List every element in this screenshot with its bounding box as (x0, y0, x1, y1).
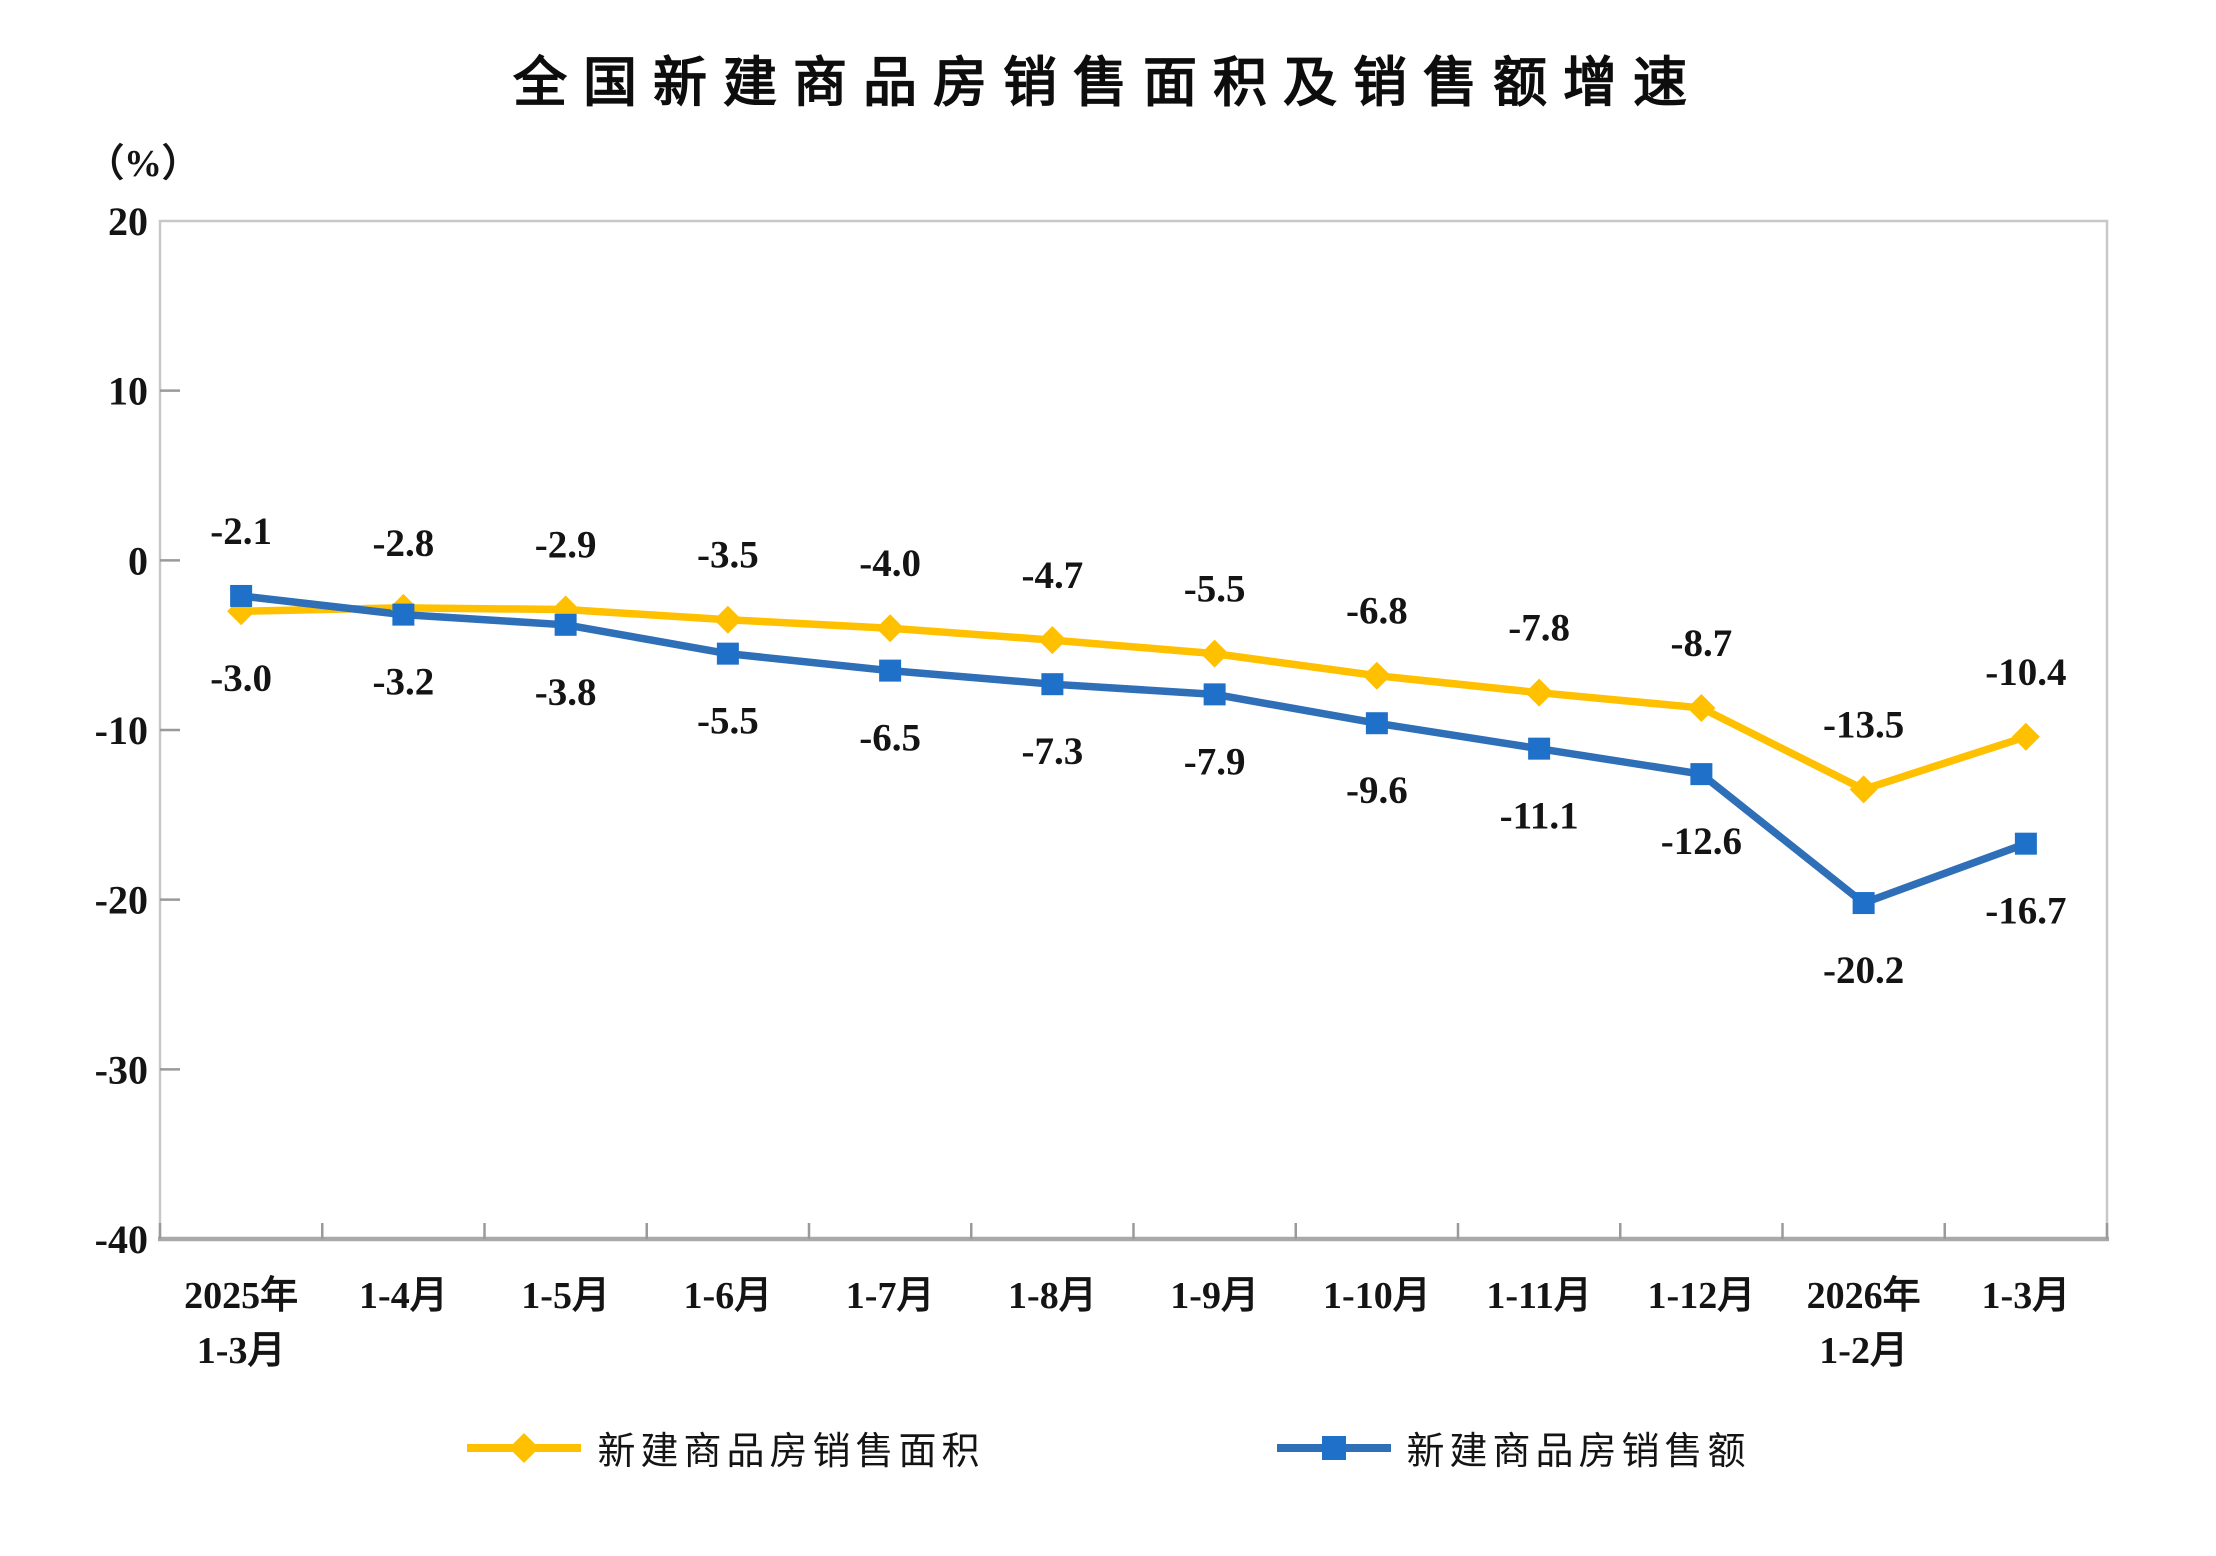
marker-square (554, 613, 577, 636)
data-label: -3.8 (535, 671, 597, 714)
data-label: -7.3 (1022, 730, 1084, 773)
marker-diamond (1038, 626, 1067, 655)
data-label: -10.4 (1985, 651, 2066, 694)
data-label: -2.1 (210, 510, 272, 553)
y-tick-label: -40 (95, 1217, 148, 1262)
data-label: -6.5 (859, 717, 921, 760)
data-label: -3.2 (373, 661, 435, 704)
marker-square (1041, 673, 1064, 696)
data-label: -16.7 (1985, 890, 2066, 933)
x-tick-label: 1-6月 (684, 1275, 773, 1317)
y-tick-label: -10 (95, 708, 148, 753)
data-label: -2.9 (535, 524, 597, 567)
legend-label-sales-area: 新建商品房销售面积 (597, 1431, 985, 1473)
x-tick-label: 1-7月 (846, 1275, 935, 1317)
marker-diamond (1525, 678, 1554, 707)
y-tick-label: 0 (128, 538, 148, 583)
marker-square (1528, 737, 1551, 760)
marker-square (1203, 683, 1226, 706)
marker-diamond (713, 605, 742, 634)
chart-title: 全国新建商品房销售面积及销售额增速 (513, 53, 1703, 113)
y-tick-label: -20 (95, 878, 148, 923)
marker-square (2014, 832, 2037, 855)
data-label: -3.5 (697, 534, 759, 577)
x-tick-label: 1-10月 (1323, 1275, 1431, 1317)
data-label: -3.0 (210, 657, 272, 700)
x-tick-label: 1-9月 (1170, 1275, 1259, 1317)
marker-square (1852, 892, 1875, 915)
legend-swatch-sales-area-diamond-icon (467, 1432, 582, 1463)
series-line-1 (237, 592, 2030, 907)
data-label: -11.1 (1500, 795, 1579, 838)
marker-square (230, 584, 253, 607)
data-label: -20.2 (1823, 949, 1904, 992)
marker-diamond (876, 614, 905, 643)
plot-border (158, 219, 2109, 1241)
x-tick-label: 1-3月 (1982, 1275, 2071, 1317)
data-label: -7.9 (1184, 740, 1246, 783)
x-tick-label: 1-8月 (1008, 1275, 1097, 1317)
x-tick-label: 1-11月 (1486, 1275, 1592, 1317)
data-label: -7.8 (1508, 607, 1570, 650)
y-tick-label: 20 (108, 199, 148, 244)
y-axis-unit-label: （%） (86, 143, 201, 185)
legend-swatch-sales-value-square-icon (1276, 1435, 1391, 1460)
x-tick-label: 1-12月 (1648, 1275, 1756, 1317)
data-label: -9.6 (1346, 769, 1408, 812)
marker-square (879, 659, 902, 682)
x-tick-label: 1-2月 (1819, 1330, 1908, 1372)
marker-diamond (1849, 775, 1878, 804)
x-tick-label: 1-5月 (521, 1275, 610, 1317)
marker-square (1690, 763, 1713, 786)
data-label: -2.8 (373, 522, 435, 565)
legend-item-sales-value: 新建商品房销售额 (1275, 1420, 1751, 1475)
y-tick-label: -30 (95, 1047, 148, 1092)
y-tick-label: 10 (108, 369, 148, 414)
marker-square (392, 603, 415, 626)
x-tick-label: 1-3月 (197, 1330, 286, 1372)
data-label: -6.8 (1346, 590, 1408, 633)
legend: 新建商品房销售面积 新建商品房销售额 (0, 1420, 2216, 1475)
legend-item-sales-area: 新建商品房销售面积 (465, 1420, 984, 1475)
x-tick-label: 1-4月 (359, 1275, 448, 1317)
series-line-0 (237, 604, 2030, 794)
marker-square (716, 642, 739, 665)
data-label: -13.5 (1823, 703, 1904, 746)
legend-label-sales-value: 新建商品房销售额 (1406, 1431, 1751, 1473)
data-label: -4.0 (859, 542, 921, 585)
marker-diamond (1200, 639, 1229, 668)
marker-diamond (1362, 661, 1391, 690)
x-tick-label: 2025年 (184, 1275, 298, 1317)
data-label: -8.7 (1671, 622, 1733, 665)
x-tick-label: 2026年 (1807, 1275, 1921, 1317)
marker-diamond (1687, 693, 1716, 722)
data-label: -12.6 (1661, 820, 1742, 863)
marker-square (1365, 712, 1388, 735)
data-label: -4.7 (1022, 554, 1084, 597)
data-label: -5.5 (697, 700, 759, 743)
data-label: -5.5 (1184, 568, 1246, 611)
marker-diamond (2011, 722, 2040, 751)
